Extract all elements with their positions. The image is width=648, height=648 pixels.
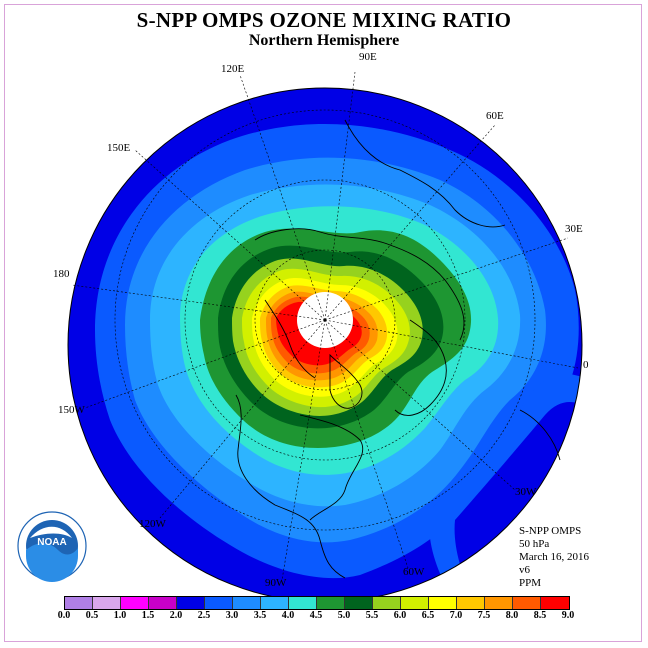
colorbar-tick-label: 2.5: [197, 610, 211, 621]
map-subtitle: Northern Hemisphere: [248, 32, 400, 49]
logo-wave: [26, 543, 78, 582]
lon-label-90w: 90W: [265, 577, 287, 589]
coast-north-america-east: [299, 414, 364, 521]
lon-label-180: 180: [53, 268, 70, 280]
coast-europe: [394, 319, 447, 416]
colorbar-tick-label: 4.0: [281, 610, 295, 621]
lon-label-30e: 30E: [565, 223, 583, 235]
colorbar-tick-label: 0.5: [85, 610, 99, 621]
info-instrument: S-NPP OMPS: [519, 525, 582, 537]
coast-asia-east: [344, 119, 506, 228]
colorbar-tick-label: 2.0: [169, 610, 183, 621]
colorbar-swatch: [457, 597, 485, 609]
colorbar-tick-label: 1.5: [141, 610, 155, 621]
colorbar-swatch: [401, 597, 429, 609]
lon-label-120w: 120W: [139, 518, 166, 530]
colorbar-tick-label: 5.0: [337, 610, 351, 621]
lon-label-60e: 60E: [486, 110, 504, 122]
figure-frame: [4, 4, 642, 642]
colorbar-tick-label: 3.5: [253, 610, 267, 621]
colorbar-swatch: [345, 597, 373, 609]
colorbar-swatch: [149, 597, 177, 609]
lon-label-90e: 90E: [359, 51, 377, 63]
colorbar-swatch: [93, 597, 121, 609]
colorbar-tick-label: 7.0: [449, 610, 463, 621]
product-info: S-NPP OMPS 50 hPa March 16, 2016 v6 PPM: [519, 525, 589, 590]
info-version: v6: [519, 564, 530, 576]
latitude-circle-30: [114, 109, 536, 531]
meridian-120w: [159, 319, 326, 519]
colorbar-swatch: [429, 597, 457, 609]
coast-greenland: [329, 353, 363, 409]
colorbar-tick-label: 5.5: [365, 610, 379, 621]
info-date: March 16, 2016: [519, 551, 589, 563]
colorbar-swatch: [233, 597, 261, 609]
info-level: 50 hPa: [519, 538, 550, 550]
colorbar-swatch: [289, 597, 317, 609]
lon-label-0: 0: [583, 359, 589, 371]
colorbar-swatch: [317, 597, 345, 609]
latitude-circle-70: [254, 249, 396, 391]
colorbar-tick-label: 1.0: [113, 610, 127, 621]
coastlines: [235, 119, 561, 579]
meridian-60w: [324, 319, 409, 569]
colorbar-ticks: 0.0 0.5 1.0 1.5 2.0 2.5 3.0 3.5 4.0 4.5 5.0 5.5 6.0 6…: [58, 610, 584, 624]
lon-label-150e: 150E: [107, 142, 131, 154]
meridian-90e: [324, 71, 356, 321]
coast-arctic-canada: [264, 299, 316, 379]
meridian-150w: [84, 319, 326, 409]
colorbar-tick-label: 6.0: [393, 610, 407, 621]
colorbar-tick-label: 6.5: [421, 610, 435, 621]
colorbar-swatch: [541, 597, 569, 609]
colorbar-tick-label: 0.0: [57, 610, 71, 621]
coast-north-america-west: [235, 394, 346, 579]
colorbar-swatch: [485, 597, 513, 609]
meridian-150e: [134, 149, 326, 321]
logo-text: NOAA: [37, 537, 66, 548]
meridian-180: [71, 284, 326, 321]
meridian-30w: [324, 319, 516, 491]
lon-label-150w: 150W: [58, 404, 85, 416]
map-title: S-NPP OMPS OZONE MIXING RATIO: [136, 8, 512, 32]
meridian-120e: [239, 74, 326, 321]
logo-bird: [30, 526, 72, 538]
noaa-logo: NOAA: [17, 511, 87, 582]
meridian-30e: [324, 237, 569, 321]
colorbar-swatch: [65, 597, 93, 609]
colorbar-swatch: [205, 597, 233, 609]
meridian-0: [324, 319, 579, 369]
lon-label-60w: 60W: [403, 566, 425, 578]
coast-africa: [519, 409, 561, 461]
colorbar: [64, 596, 570, 610]
colorbar-swatch: [177, 597, 205, 609]
colorbar-swatch: [261, 597, 289, 609]
colorbar-tick-label: 7.5: [477, 610, 491, 621]
graticule: [71, 71, 579, 581]
info-units: PPM: [519, 577, 542, 589]
latitude-circle-50: [184, 179, 466, 461]
colorbar-tick-label: 4.5: [309, 610, 323, 621]
colorbar-swatch: [513, 597, 541, 609]
ozone-field: [68, 88, 582, 602]
colorbar-swatch: [373, 597, 401, 609]
meridian-60e: [324, 124, 496, 321]
colorbar-tick-label: 8.5: [533, 610, 547, 621]
colorbar-tick-label: 8.0: [505, 610, 519, 621]
colorbar-tick-label: 9.0: [561, 610, 575, 621]
coast-eurasia-north: [254, 228, 465, 341]
colorbar-swatch: [121, 597, 149, 609]
lon-label-120e: 120E: [221, 63, 245, 75]
lon-label-30w: 30W: [515, 486, 537, 498]
colorbar-tick-label: 3.0: [225, 610, 239, 621]
